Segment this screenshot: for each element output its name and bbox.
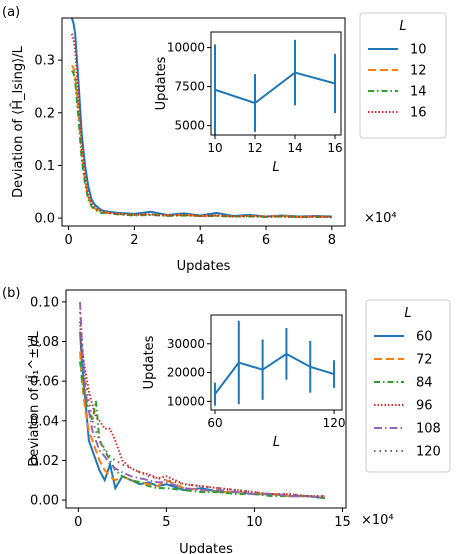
y-tick-label: 0.00 — [30, 494, 59, 509]
legend-label-L10: 10 — [410, 43, 427, 58]
inset-x-axis-label: L — [273, 435, 280, 450]
plot-frame — [61, 17, 346, 227]
y-tick-label: 0.06 — [30, 375, 59, 390]
y-tick-label: 0.04 — [30, 414, 59, 429]
x-tick-label: 6 — [262, 233, 270, 248]
x-tick-label: 15 — [334, 515, 351, 530]
inset-y-tick-label: 30000 — [167, 337, 205, 351]
legend: L 60 72 84 96 108 120 — [365, 299, 451, 473]
x-axis-label: Updates — [179, 542, 233, 554]
inset-line — [214, 71, 336, 105]
legend-box — [365, 299, 451, 473]
inset-x-tick-label: 16 — [327, 141, 342, 155]
inset-x-tick-label: 10 — [207, 141, 222, 155]
x-tick-label: 4 — [196, 233, 204, 248]
legend: L 10 12 14 16 — [359, 12, 447, 139]
x-axis-label: Updates — [177, 259, 231, 274]
legend-label-L60: 60 — [416, 330, 433, 345]
inset-frame — [210, 314, 343, 411]
y-tick-label: 0.0 — [34, 212, 55, 227]
y-tick-label: 0.02 — [30, 454, 59, 469]
series-line-L96 — [79, 321, 325, 498]
legend-label-L14: 14 — [410, 85, 427, 100]
y-tick-label: 0.3 — [34, 54, 55, 69]
x-tick-label: 10 — [246, 515, 263, 530]
series-group — [70, 18, 332, 219]
inset-y-axis-label: Updates — [142, 335, 157, 389]
series-line-L16 — [70, 33, 332, 219]
inset-y-axis-label: Updates — [154, 56, 169, 110]
legend-label-L108: 108 — [416, 422, 441, 437]
inset-y-tick-label: 10000 — [167, 394, 205, 408]
inset-frame — [210, 31, 342, 136]
inset-y-tick-label: 7500 — [174, 80, 205, 94]
legend-label-L120: 120 — [416, 445, 441, 460]
inset-data — [213, 320, 336, 406]
y-tick-label: 0.08 — [30, 335, 59, 350]
inset-background — [211, 315, 342, 410]
panel-a: (a) 0 2 4 6 8 0.0 0.1 0.2 0.3 ×10⁴ Updates Deviation… — [2, 5, 447, 274]
panel-b: (b) 0 5 10 15 0.00 0.02 0.04 0.06 0.08 0.10 ×10⁴ Upd… — [2, 286, 451, 554]
x-tick-label: 2 — [130, 233, 138, 248]
inset-x-axis-label: L — [272, 160, 279, 175]
x-tick-label: 8 — [328, 233, 336, 248]
inset-data — [214, 39, 336, 135]
inset-x-tick-label: 12 — [247, 141, 262, 155]
legend-title: L — [399, 19, 406, 34]
legend-label-L12: 12 — [410, 64, 427, 79]
legend-label-L84: 84 — [416, 376, 433, 391]
x-tick-label: 5 — [162, 515, 170, 530]
legend-label-L96: 96 — [416, 399, 433, 414]
inset: 10 12 14 16 5000 7500 10000 L Updates — [154, 31, 343, 175]
legend-label-L16: 16 — [410, 106, 427, 121]
panel-label: (b) — [2, 286, 20, 301]
series-line-L108 — [79, 301, 325, 500]
panel-label: (a) — [2, 5, 20, 20]
x-tick-label: 0 — [64, 233, 72, 248]
inset-y-tick-label: 5000 — [174, 119, 205, 133]
inset-y-tick-label: 10000 — [167, 41, 205, 55]
plot-frame — [65, 289, 347, 509]
x-tick-label: 0 — [74, 515, 82, 530]
inset: 60 120 10000 20000 30000 L Updates — [142, 314, 346, 450]
inset-background — [211, 32, 341, 135]
inset-y-tick-label: 20000 — [167, 366, 205, 380]
inset-x-tick-label: 120 — [323, 416, 346, 430]
inset-line — [214, 352, 335, 395]
x-multiplier: ×10⁴ — [361, 513, 394, 528]
legend-title: L — [404, 306, 411, 321]
y-tick-label: 0.2 — [34, 106, 55, 121]
y-axis-label: Deviation of ⟨Ĥ_Ising⟩/L — [10, 45, 26, 197]
inset-x-tick-label: 60 — [207, 416, 222, 430]
x-multiplier: ×10⁴ — [364, 211, 397, 226]
y-tick-label: 0.10 — [30, 295, 59, 310]
series-group — [79, 301, 325, 500]
legend-box — [359, 12, 447, 139]
legend-label-L72: 72 — [416, 353, 433, 368]
y-tick-label: 0.1 — [34, 159, 55, 174]
inset-x-tick-label: 14 — [287, 141, 302, 155]
y-axis-label: Deviation of ⟨Î₁^±⟩/L — [26, 330, 42, 466]
series-line-L14 — [71, 70, 332, 219]
